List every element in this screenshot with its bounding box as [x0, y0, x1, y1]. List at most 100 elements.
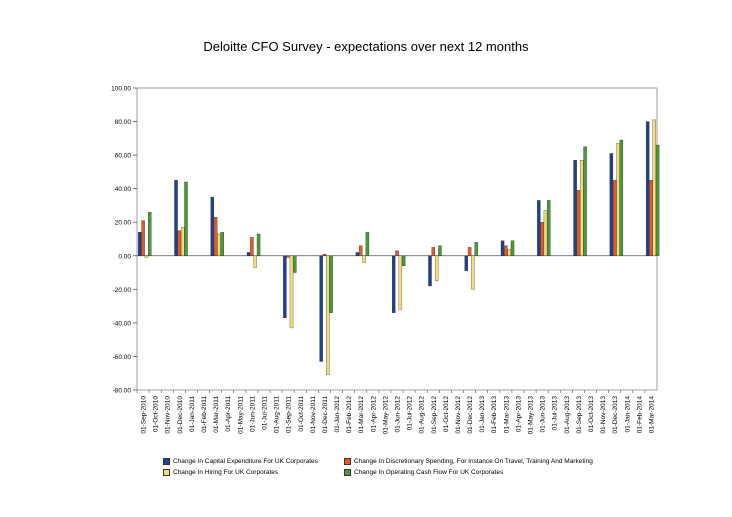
bar-discretionary-01-Dec-2013: [613, 180, 617, 256]
legend-label-hiring: Change In Hiring For UK Corporates: [173, 469, 279, 476]
bar-hiring-01-Sep-2010: [144, 255, 149, 258]
bar-discretionary-01-Jun-2011: [250, 237, 254, 256]
bar-hiring-01-Jun-2013: [543, 210, 548, 256]
x-tick-label: 01-Dec-2012: [467, 396, 474, 434]
x-tick-label: 01-Mar-2012: [358, 396, 365, 434]
legend-label-capex: Change In Capital Expenditure For UK Cor…: [173, 458, 318, 465]
x-tick-label: 01-Dec-2011: [322, 396, 329, 433]
x-tick-label: 01-Jul-2013: [552, 396, 559, 431]
x-tick-label: 01-Dec-2013: [612, 396, 619, 434]
bar-capex-01-Mar-2014: [645, 121, 650, 256]
bar-hiring-01-Mar-2012: [362, 255, 366, 263]
bar-discretionary-01-Sep-2011: [286, 255, 290, 258]
chart-title: Deloitte CFO Survey - expectations over …: [203, 39, 529, 54]
y-tick-label: -40.00: [113, 320, 132, 327]
x-tick-label: 01-Sep-2012: [431, 396, 438, 434]
x-tick-label: 01-May-2012: [382, 396, 389, 435]
bar-capex-01-Jun-2011: [246, 252, 251, 256]
bar-cashflow-01-Sep-2013: [583, 146, 587, 256]
bar-hiring-01-Dec-2012: [471, 255, 475, 290]
x-tick-label: 01-Apr-2011: [225, 396, 232, 432]
labels-layer: 100.00 80.00 60.00 40.00 20.00 0.00 -20.00 -40.…: [111, 86, 655, 435]
x-tick-label: 01-Nov-2012: [455, 396, 462, 434]
x-tick-label: 01-Jan-2012: [334, 396, 341, 433]
x-tick-label: 01-Oct-2013: [588, 396, 595, 433]
bar-capex-01-Mar-2012: [355, 252, 360, 256]
bar-cashflow-01-Dec-2012: [474, 242, 478, 256]
x-tick-label: 01-Jun-2011: [249, 396, 256, 432]
x-tick-label: 01-Apr-2013: [515, 396, 522, 433]
x-tick-label: 01-Jul-2012: [407, 396, 414, 431]
x-tick-label: 01-Sep-2010: [141, 396, 148, 434]
x-tick-label: 01-Oct-2010: [153, 396, 160, 433]
bar-cashflow-01-Mar-2012: [365, 232, 370, 256]
bar-capex-01-Sep-2012: [428, 255, 432, 287]
bar-discretionary-01-Dec-2011: [322, 253, 327, 256]
x-tick-label: 01-May-2013: [528, 396, 535, 435]
y-tick-label: -20.00: [113, 287, 132, 294]
bar-capex-01-Jun-2012: [392, 255, 396, 313]
x-tick-label: 01-Jul-2011: [261, 396, 268, 430]
x-tick-label: 01-Mar-2013: [503, 396, 510, 434]
y-tick-label: 100.00: [111, 86, 131, 93]
bar-hiring-01-Dec-2011: [326, 255, 330, 376]
bar-hiring-01-Jun-2012: [398, 255, 403, 310]
x-tick-label: 01-Apr-2012: [370, 396, 377, 433]
bars-layer: [138, 119, 660, 376]
x-tick-label: 01-Aug-2013: [564, 396, 571, 434]
x-tick-label: 01-Aug-2011: [274, 396, 281, 433]
bar-capex-01-Mar-2013: [500, 240, 505, 256]
bar-cashflow-01-Dec-2010: [184, 181, 188, 256]
x-tick-label: 01-Jun-2012: [395, 396, 402, 433]
bar-capex-01-Sep-2013: [573, 159, 577, 256]
legend-item-cashflow: Change In Operating Cash Flow For UK Cor…: [344, 469, 503, 476]
x-tick-label: 01-Nov-2010: [165, 396, 172, 434]
bar-cashflow-01-Mar-2011: [220, 232, 224, 256]
x-tick-label: 01-Nov-2013: [600, 396, 607, 434]
x-tick-label: 01-Feb-2013: [491, 396, 498, 434]
bar-discretionary-01-Dec-2010: [177, 230, 182, 256]
bar-discretionary-01-Mar-2012: [359, 245, 363, 256]
x-tick-label: 01-Jun-2013: [540, 396, 547, 433]
legend-item-discretionary: Change In Discretionary Spending, For In…: [344, 458, 593, 465]
x-tick-label: 01-Dec-2010: [177, 396, 184, 434]
bar-hiring-01-Mar-2013: [507, 248, 511, 256]
bar-discretionary-01-Jun-2012: [395, 250, 399, 256]
x-tick-label: 01-Nov-2011: [310, 396, 317, 433]
y-tick-label: 40.00: [115, 186, 132, 193]
legend-label-discretionary: Change In Discretionary Spending, For In…: [354, 458, 593, 465]
x-tick-label: 01-Oct-2011: [298, 396, 305, 432]
bar-capex-01-Dec-2013: [609, 153, 614, 256]
bar-capex-01-Dec-2012: [464, 255, 468, 272]
bar-cashflow-01-Mar-2014: [655, 144, 660, 256]
bar-capex-01-Dec-2011: [319, 255, 323, 362]
bar-capex-01-Dec-2010: [174, 180, 178, 256]
legend-item-hiring: Change In Hiring For UK Corporates: [163, 469, 278, 476]
bar-capex-01-Mar-2011: [210, 196, 215, 256]
legend-item-capex: Change In Capital Expenditure For UK Cor…: [163, 458, 318, 465]
bar-discretionary-01-Sep-2012: [431, 247, 436, 256]
x-tick-label: 01-Mar-2011: [213, 396, 220, 433]
x-tick-label: 01-Sep-2013: [576, 396, 583, 434]
bar-capex-01-Jun-2013: [537, 200, 541, 256]
x-tick-label: 01-Oct-2012: [443, 396, 450, 433]
legend-swatch-cashflow: [344, 469, 351, 476]
legend-swatch-hiring: [163, 469, 170, 476]
x-tick-label: 01-Jan-2013: [479, 396, 486, 433]
bar-hiring-01-Mar-2014: [652, 119, 657, 256]
y-tick-label: -80.00: [113, 388, 132, 395]
bar-discretionary-01-Jun-2013: [540, 222, 544, 256]
x-tick-label: 01-Sep-2011: [286, 396, 293, 433]
bar-cashflow-01-Mar-2013: [510, 240, 515, 256]
bar-hiring-01-Dec-2010: [180, 227, 185, 256]
x-tick-label: 01-Feb-2012: [346, 396, 353, 434]
bar-hiring-01-Dec-2013: [616, 143, 620, 256]
bar-cashflow-01-Jun-2013: [547, 200, 551, 256]
bar-discretionary-01-Mar-2011: [213, 217, 218, 256]
bar-cashflow-01-Sep-2012: [438, 245, 442, 256]
bar-hiring-01-Mar-2011: [217, 233, 221, 256]
bar-discretionary-01-Mar-2014: [649, 180, 653, 256]
y-tick-label: 20.00: [115, 220, 132, 227]
bar-discretionary-01-Sep-2013: [576, 190, 581, 256]
